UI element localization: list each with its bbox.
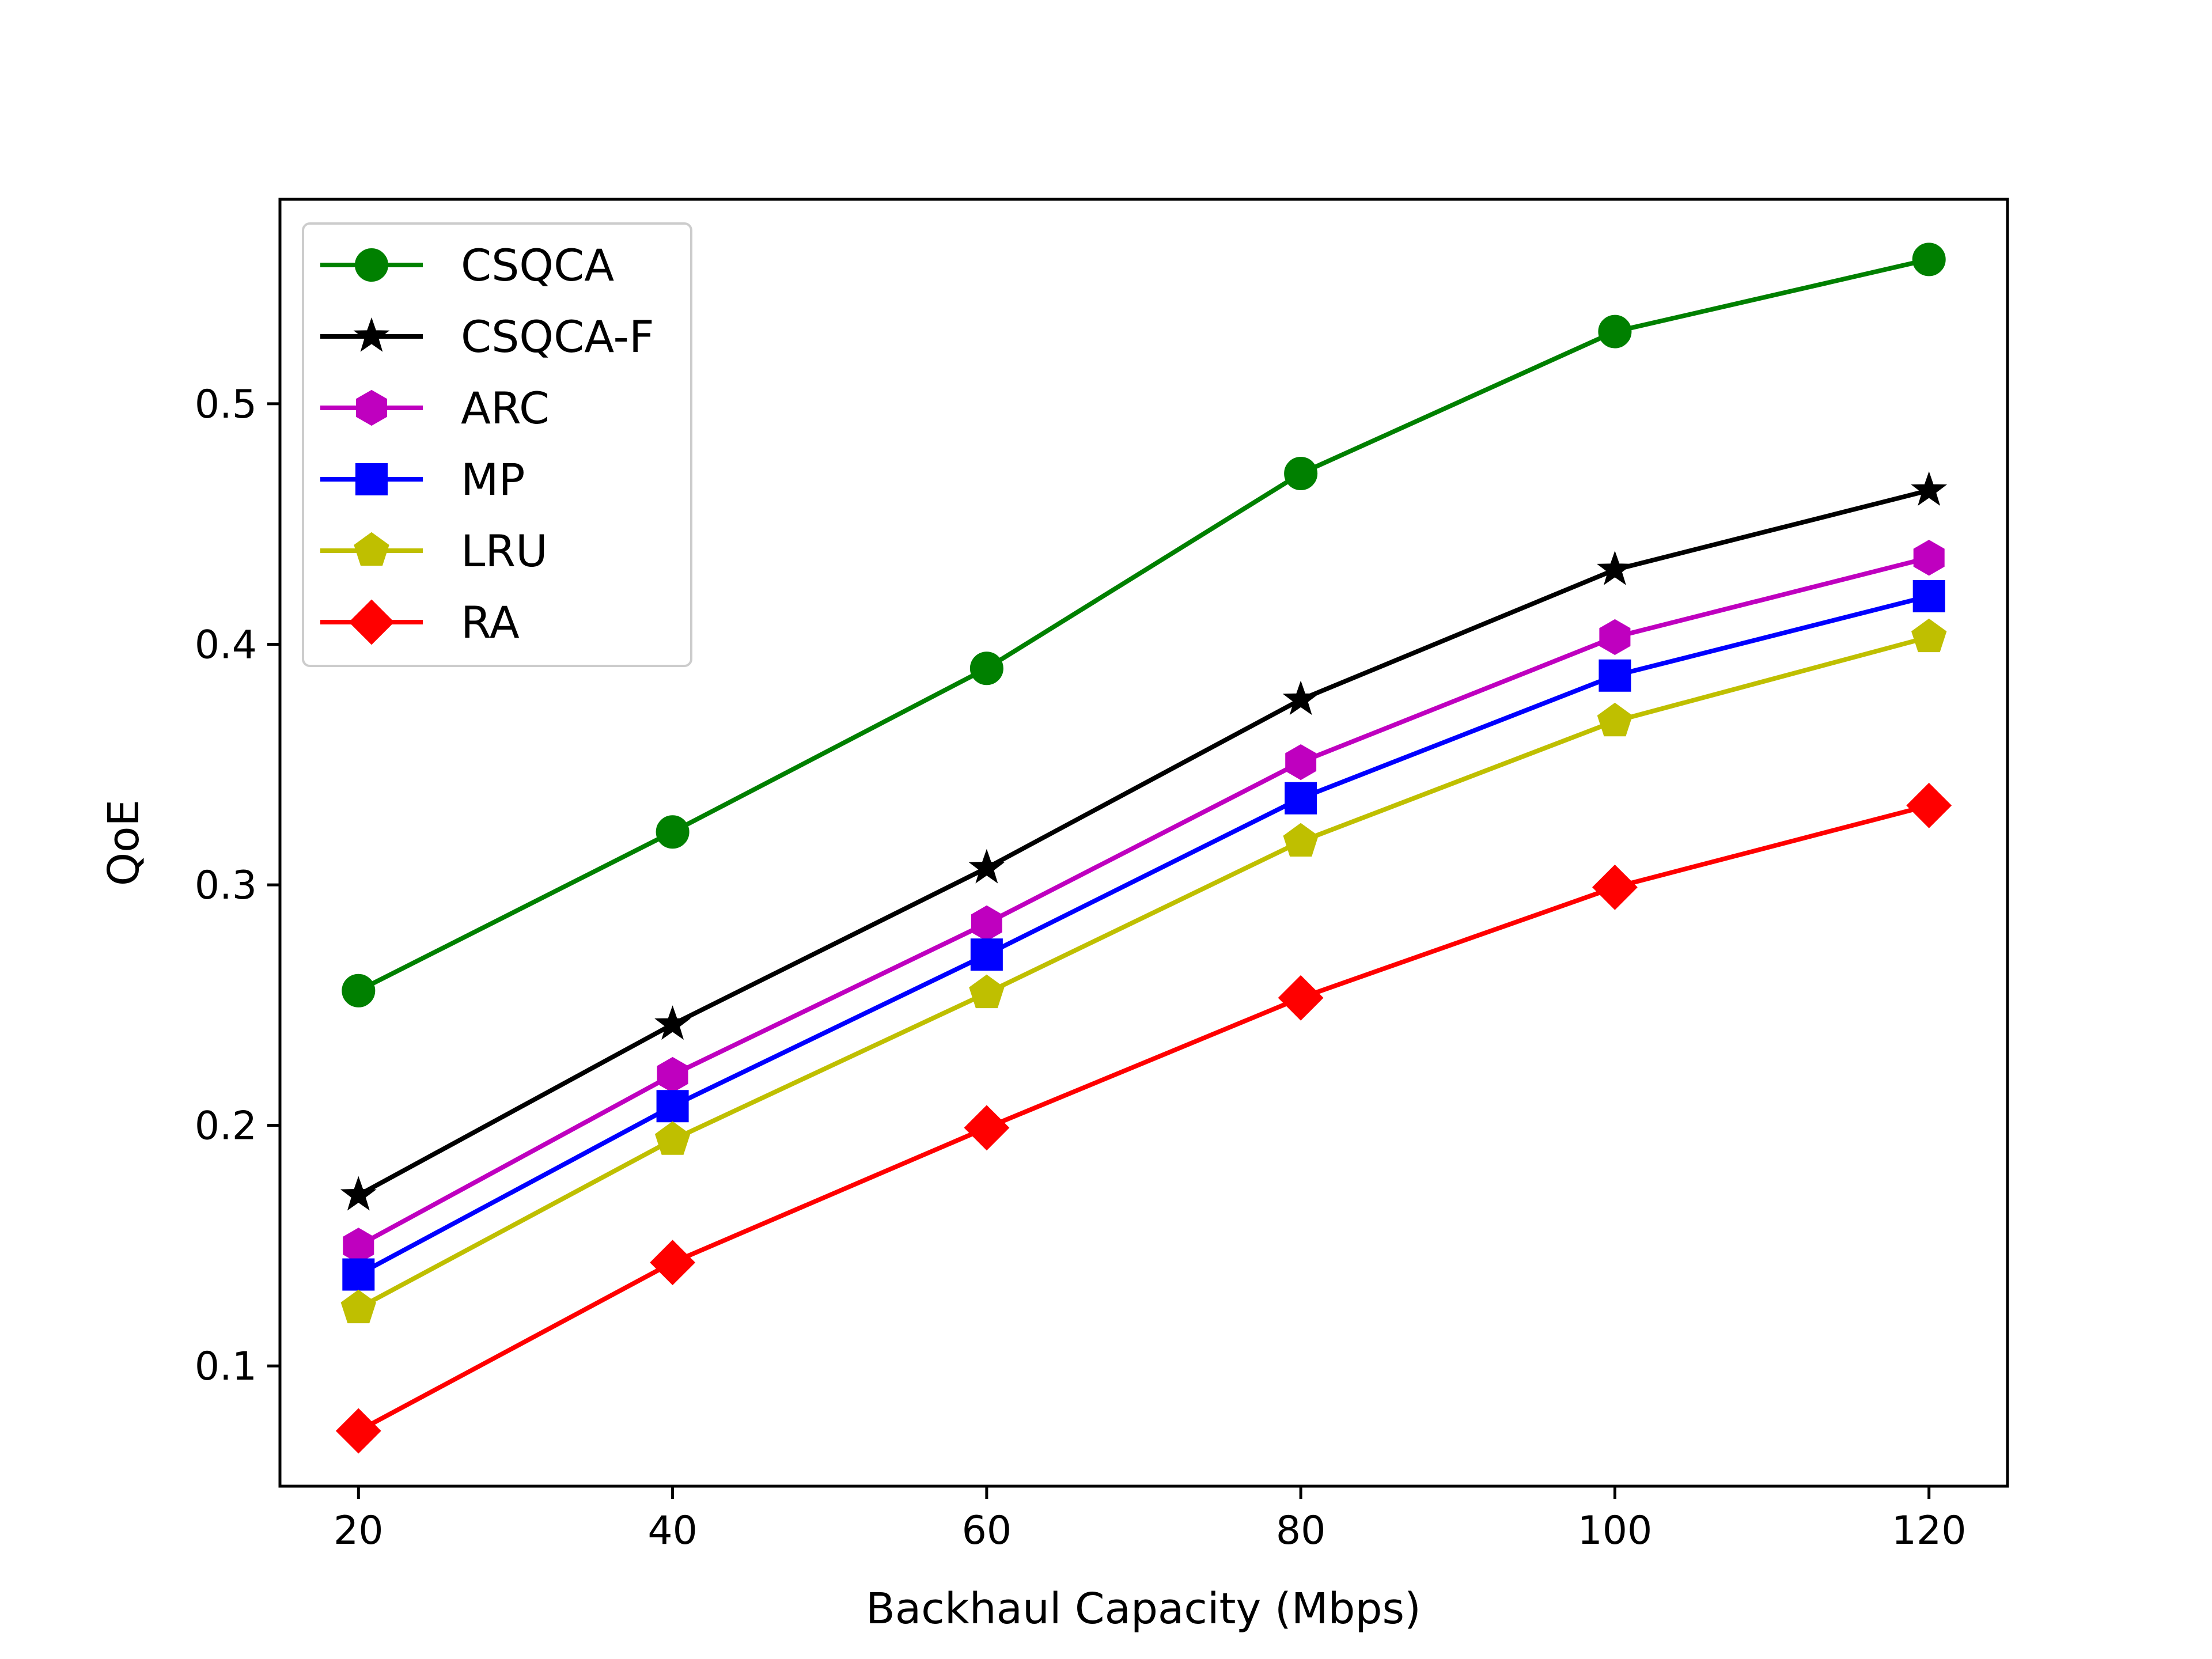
legend-item-csqca-f: CSQCA-F [320,311,654,362]
data-point-mp [970,938,1003,971]
data-point-csqca [1284,457,1318,491]
data-point-csqca-f [654,1005,691,1040]
legend-item-csqca: CSQCA [320,240,614,291]
x-tick-label: 100 [1578,1508,1653,1554]
x-tick-label: 60 [962,1508,1012,1554]
data-point-lru [1597,702,1633,737]
legend-item-lru: LRU [320,525,548,577]
plot-frame [278,198,2009,1488]
data-point-lru [1283,823,1319,857]
x-axis: 20 40 60 80 100 120 [334,1486,1967,1554]
legend-item-mp: MP [320,454,525,505]
data-point-ra [1592,864,1638,910]
data-point-csqca [969,652,1003,685]
data-point-arc [1913,540,1945,576]
series-line-lru [357,635,1930,1310]
y-tick-label: 0.3 [195,863,257,908]
legend-marker [355,248,388,282]
legend-marker [356,389,387,426]
data-point-csqca-f [968,849,1005,884]
y-axis: 0.1 0.2 0.3 0.4 0.5 [195,382,280,1389]
legend-marker [354,532,389,566]
data-point-csqca-f [1282,680,1319,715]
series-line-ra [357,803,1930,1433]
data-point-lru [1911,618,1947,653]
legend-label: CSQCA-F [461,311,654,362]
x-tick-label: 40 [647,1508,698,1554]
y-tick-label: 0.5 [195,382,257,427]
data-point-mp [1599,659,1631,692]
x-tick-label: 20 [334,1508,384,1554]
data-point-lru [969,974,1005,1009]
data-point-mp [1285,782,1317,815]
series-layer [335,243,1952,1454]
y-tick-label: 0.1 [195,1344,257,1389]
legend-marker [349,599,395,645]
series-line-mp [357,594,1930,1277]
y-tick-label: 0.4 [195,623,257,668]
x-axis-label: Backhaul Capacity (Mbps) [866,1584,1421,1634]
series-line-csqca-f [357,488,1930,1198]
legend-item-arc: ARC [320,382,550,434]
data-point-lru [340,1289,376,1324]
data-point-csqca [342,974,376,1007]
y-tick-label: 0.2 [195,1104,257,1149]
legend: CSQCA CSQCA-F ARC MP LRU RA [302,222,692,667]
legend-label: MP [461,454,525,505]
data-point-arc [1599,619,1631,656]
data-point-csqca [1598,315,1632,349]
x-tick-label: 80 [1276,1508,1326,1554]
data-point-mp [656,1090,689,1123]
legend-label: LRU [461,525,548,577]
data-point-csqca-f [1597,551,1633,585]
legend-marker [353,317,390,352]
legend-label: CSQCA [461,240,614,291]
legend-marker [355,463,388,495]
y-axis-label: QoE [99,800,149,886]
data-point-ra [964,1105,1010,1151]
data-point-lru [654,1121,691,1155]
legend-label: ARC [461,382,550,434]
series-lru [340,618,1947,1324]
x-tick-label: 120 [1892,1508,1967,1554]
data-point-csqca-f [1911,471,1948,506]
series-line-arc [357,555,1930,1248]
data-point-mp [342,1258,375,1291]
data-point-ra [650,1240,696,1286]
data-point-mp [1912,579,1945,612]
data-point-csqca-f [340,1176,377,1211]
data-point-csqca [656,815,690,849]
series-line-csqca [357,257,1930,993]
series-csqca [342,243,1946,1007]
data-point-ra [1906,782,1952,828]
series-arc [343,540,1945,1264]
series-csqca-f [340,471,1948,1211]
data-point-arc [1285,744,1317,781]
data-point-ra [1278,975,1324,1021]
data-point-csqca [1912,243,1946,276]
legend-label: RA [461,597,520,648]
legend-item-ra: RA [320,597,520,648]
series-ra [335,782,1952,1454]
series-mp [342,579,1945,1291]
data-point-ra [335,1408,381,1454]
